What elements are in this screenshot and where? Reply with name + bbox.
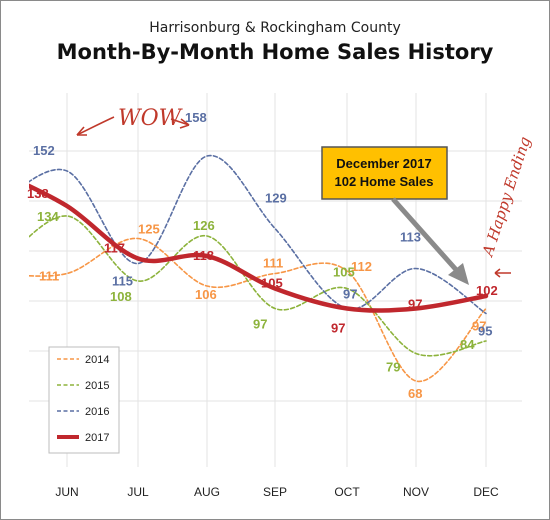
chart-subtitle: Harrisonburg & Rockingham County	[149, 20, 401, 36]
x-tick-jun: JUN	[55, 485, 78, 499]
data-label-2017-aug: 118	[193, 248, 214, 263]
data-label-2017-jul: 117	[104, 241, 125, 256]
chart-title: Month-By-Month Home Sales History	[57, 40, 494, 64]
callout-arrowhead-icon	[448, 263, 469, 285]
x-tick-oct: OCT	[334, 485, 360, 499]
legend-items: 2014 2015 2016 2017	[57, 354, 109, 444]
data-label-2016-dec: 95	[478, 324, 492, 339]
data-label-2015-oct: 105	[333, 265, 355, 280]
legend-label-2016: 2016	[85, 406, 109, 418]
data-label-2017-oct: 97	[331, 321, 345, 336]
data-label-2016-jun: 152	[33, 143, 55, 158]
data-label-2014-nov: 68	[408, 386, 422, 401]
callout-arrow-shaft-icon	[391, 197, 461, 275]
x-tick-jul: JUL	[127, 485, 149, 499]
data-label-2015-dec: 84	[460, 337, 475, 352]
data-label-2014-oct: 112	[351, 259, 372, 274]
wow-annotation: WOW	[76, 106, 190, 136]
data-label-2014-sep: 111	[263, 256, 283, 271]
data-label-2014-jun: 111	[39, 269, 59, 284]
series-line-2015	[29, 215, 487, 357]
data-label-2017-sep: 105	[261, 276, 283, 291]
data-label-2017-nov: 97	[408, 297, 422, 312]
data-label-2016-jul: 115	[112, 274, 133, 289]
x-tick-nov: NOV	[403, 485, 429, 499]
data-label-2015-sep: 97	[253, 317, 267, 332]
data-labels: 111 125 106 111 112 68 97 134 108 126 97 105 79 84 152…	[27, 110, 498, 401]
december-callout: December 2017 102 Home Sales	[321, 146, 469, 285]
series-line-2017	[29, 183, 489, 313]
data-label-2017-dec: 102	[476, 283, 498, 298]
x-axis-ticks: JUN JUL AUG SEP OCT NOV DEC	[55, 485, 499, 499]
data-label-2015-nov: 79	[386, 360, 400, 375]
series-line-2016	[29, 155, 487, 315]
data-label-2014-jul: 125	[138, 222, 160, 237]
data-label-2016-nov: 113	[400, 230, 421, 245]
data-label-2014-dec: 97	[472, 319, 486, 334]
data-label-2015-aug: 126	[193, 218, 215, 233]
data-label-2015-jun: 134	[37, 209, 59, 224]
wow-arrowhead-right-icon	[179, 118, 190, 129]
callout-box	[321, 146, 448, 200]
wow-arrowhead-left-icon	[76, 126, 87, 136]
data-label-2016-oct: 97	[343, 287, 357, 302]
x-tick-sep: SEP	[263, 485, 287, 499]
callout-line-2: 102 Home Sales	[334, 174, 433, 189]
x-tick-dec: DEC	[473, 485, 499, 499]
wow-text: WOW	[118, 106, 184, 131]
data-label-2015-jul: 108	[110, 289, 132, 304]
happy-ending-arrow-icon	[494, 268, 511, 278]
data-label-2014-aug: 106	[195, 287, 217, 302]
series-layer	[29, 155, 489, 382]
data-label-2016-sep: 129	[265, 191, 287, 206]
callout-line-1: December 2017	[336, 156, 431, 171]
legend-label-2014: 2014	[85, 354, 109, 366]
legend-label-2017: 2017	[85, 432, 109, 444]
data-label-2017-jun: 138	[27, 186, 49, 201]
data-label-2016-aug: 158	[185, 110, 207, 125]
wow-arrow-left-icon	[76, 116, 115, 136]
legend-label-2015: 2015	[85, 380, 109, 392]
x-tick-aug: AUG	[194, 485, 220, 499]
legend: 2014 2015 2016 2017	[48, 346, 120, 454]
